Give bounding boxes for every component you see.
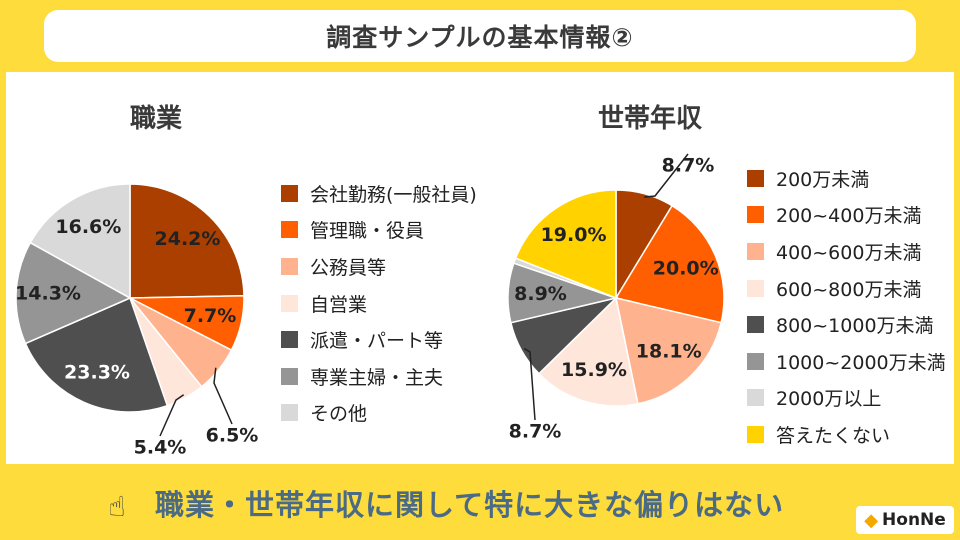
pie-slice-0-6 [29, 183, 131, 300]
legend-household-income: 200万未満 200~400万未満 400~600万未満 600~800万未満 800~… [747, 160, 946, 453]
leader-line-0-3 [159, 394, 185, 437]
legend-swatch [747, 242, 764, 260]
legend-swatch [281, 184, 298, 202]
legend-swatch [281, 294, 298, 312]
legend-label: 800~1000万未満 [776, 315, 934, 338]
legend-label: 派遣・パート等 [310, 330, 444, 353]
data-label-0-1: 7.7% [184, 305, 237, 327]
pie-slice-0-4 [24, 296, 169, 413]
legend-item: 600~800万未満 [747, 270, 946, 307]
data-label-1-1: 20.0% [653, 257, 719, 279]
legend-item: 管理職・役員 [281, 212, 477, 249]
legend-label: 公務員等 [310, 256, 387, 279]
legend-swatch [281, 221, 298, 239]
legend-label: 会社勤務(一般社員) [310, 183, 477, 206]
legend-label: その他 [310, 403, 368, 426]
legend-swatch [747, 279, 764, 297]
chart-title-household-income: 世帯年収 [598, 104, 703, 134]
legend-label: 1000~2000万未満 [776, 351, 946, 374]
slide-title: 調査サンプルの基本情報② [44, 10, 916, 62]
leader-line-1-4 [523, 347, 536, 421]
legend-item: 会社勤務(一般社員) [281, 175, 477, 212]
data-label-0-2: 6.5% [206, 425, 259, 447]
legend-item: 自営業 [281, 285, 477, 322]
legend-item: 派遣・パート等 [281, 321, 477, 358]
legend-label: 400~600万未満 [776, 241, 922, 264]
legend-label: 自営業 [310, 293, 368, 316]
legend-swatch [747, 425, 764, 443]
legend-label: 200万未満 [776, 168, 870, 191]
data-label-1-7: 19.0% [541, 224, 607, 246]
data-label-0-3: 5.4% [134, 437, 187, 459]
legend-swatch [747, 389, 764, 407]
footer: ☝ 職業・世帯年収に関して特に大きな偏りはない [0, 470, 960, 540]
legend-item: 答えたくない [747, 416, 946, 453]
legend-item: 公務員等 [281, 248, 477, 285]
data-label-0-6: 16.6% [55, 216, 121, 238]
legend-swatch [281, 404, 298, 422]
legend-swatch [281, 331, 298, 349]
data-label-1-3: 15.9% [561, 359, 627, 381]
pie-slice-1-1 [614, 204, 725, 324]
leader-line-0-2 [213, 367, 233, 425]
chart-title-occupation: 職業 [130, 104, 183, 134]
logo-mark-icon: ◆ [864, 509, 879, 531]
legend-label: 答えたくない [776, 424, 891, 447]
legend-label: 200~400万未満 [776, 205, 922, 228]
legend-item: 800~1000万未満 [747, 306, 946, 343]
honne-logo: ◆ HonNe [856, 506, 954, 534]
pie-slice-0-0 [129, 183, 245, 299]
legend-item: 200~400万未満 [747, 197, 946, 234]
conclusion-text: 職業・世帯年収に関して特に大きな偏りはない [155, 488, 785, 522]
legend-swatch [747, 169, 764, 187]
data-label-0-5: 14.3% [15, 283, 81, 305]
legend-swatch [747, 352, 764, 370]
pie-slice-1-2 [615, 297, 723, 405]
legend-occupation: 会社勤務(一般社員) 管理職・役員 公務員等自営業派遣・パート等 専業主婦・主夫 その他 [281, 175, 477, 431]
data-label-0-0: 24.2% [155, 228, 221, 250]
pie-slice-1-7 [514, 189, 617, 300]
logo-text: HonNe [882, 510, 946, 530]
data-label-1-2: 18.1% [636, 341, 702, 363]
legend-label: 2000万以上 [776, 388, 882, 411]
legend-item: 専業主婦・主夫 [281, 358, 477, 395]
legend-item: 1000~2000万未満 [747, 343, 946, 380]
legend-swatch [281, 257, 298, 275]
legend-swatch [747, 316, 764, 334]
pie-slice-0-5 [15, 241, 132, 345]
data-label-1-4: 8.7% [509, 421, 562, 443]
data-label-1-0: 8.7% [662, 155, 715, 177]
legend-item: 2000万以上 [747, 380, 946, 417]
legend-label: 専業主婦・主夫 [310, 366, 444, 389]
legend-item: 200万未満 [747, 160, 946, 197]
legend-swatch [281, 367, 298, 385]
pointing-hand-icon: ☝ [108, 489, 126, 523]
legend-label: 600~800万未満 [776, 278, 922, 301]
pie-slice-1-3 [537, 296, 639, 407]
legend-item: 400~600万未満 [747, 233, 946, 270]
legend-item: その他 [281, 395, 477, 432]
data-label-0-4: 23.3% [64, 362, 130, 384]
legend-swatch [747, 206, 764, 224]
data-label-1-5: 8.9% [514, 283, 567, 305]
legend-label: 管理職・役員 [310, 220, 425, 243]
leader-line-1-0 [644, 153, 689, 198]
